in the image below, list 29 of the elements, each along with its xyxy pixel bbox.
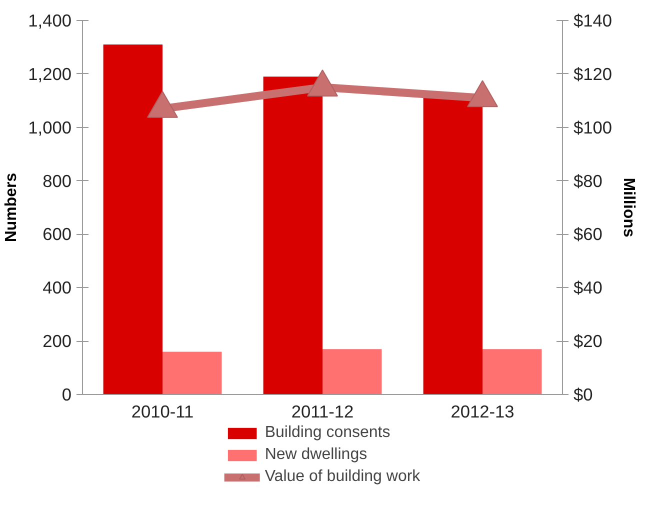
y-tick-label: 1,000 [28,117,72,138]
y-tick-label: 800 [42,170,72,191]
y-tick-label: 1,400 [28,10,72,30]
y2-tick-label: $140 [574,10,612,30]
bar [263,76,322,394]
y2-tick-label: $80 [574,170,602,191]
y-tick-label: 600 [42,224,72,244]
y2-tick-label: $100 [574,117,612,138]
bar [482,349,542,394]
y2-tick-label: $60 [574,224,602,244]
bar [162,352,222,394]
bar [322,349,382,394]
y2-tick-label: $0 [574,384,593,404]
legend-label: Building consents [264,424,390,442]
y-tick-label: 0 [62,384,72,404]
y-axis-title: Numbers [3,172,20,242]
y-tick-label: 200 [42,331,72,352]
y2-tick-label: $20 [574,331,602,352]
x-tick-label: 2012-13 [450,402,514,422]
x-tick-label: 2010-11 [131,402,194,422]
y-tick-label: 1,200 [28,64,72,84]
x-tick-label: 2011-12 [291,402,354,422]
y-tick-label: 400 [42,278,72,298]
legend-label: New dwellings [264,446,368,464]
y2-axis-title: Millions [620,178,638,238]
y2-tick-label: $40 [574,278,602,298]
y2-tick-label: $120 [574,64,612,84]
legend-label: Value of building work [264,468,420,486]
bar [103,44,162,394]
